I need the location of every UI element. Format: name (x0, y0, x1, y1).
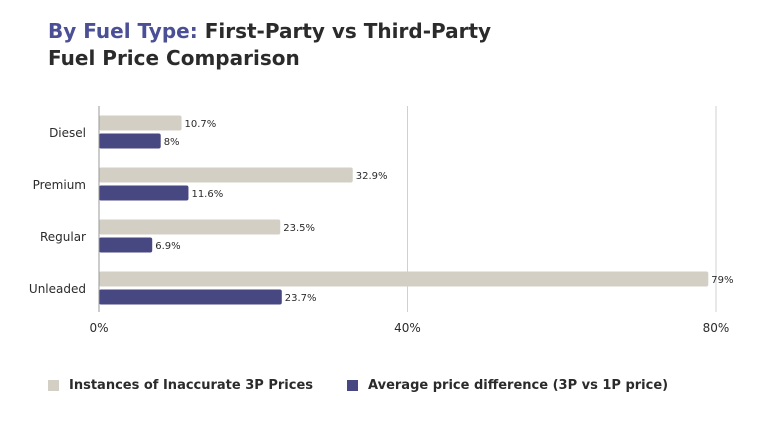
category-label: Regular (40, 230, 86, 244)
data-label: 79% (711, 275, 733, 286)
category-label: Diesel (49, 126, 86, 140)
data-label: 23.5% (283, 223, 315, 234)
legend-label-difference: Average price difference (3P vs 1P price… (368, 378, 669, 393)
legend-item-inaccurate: Instances of Inaccurate 3P Prices (48, 378, 313, 393)
bar (99, 133, 161, 149)
data-label: 10.7% (185, 119, 217, 130)
x-tick-label: 80% (703, 321, 730, 335)
data-label: 11.6% (191, 189, 223, 200)
bar (99, 271, 709, 287)
legend-label-inaccurate: Instances of Inaccurate 3P Prices (69, 378, 313, 393)
bar (99, 219, 281, 235)
data-label: 23.7% (285, 293, 317, 304)
chart-title-rest: First-Party vs Third-Party (204, 19, 492, 43)
bar (99, 289, 282, 305)
x-tick-label: 0% (89, 321, 108, 335)
legend-swatch-difference (347, 380, 358, 391)
legend-swatch-inaccurate (48, 380, 59, 391)
legend: Instances of Inaccurate 3P Prices Averag… (48, 378, 702, 393)
category-label: Unleaded (29, 282, 86, 296)
bar (99, 167, 353, 183)
bar (99, 185, 189, 201)
bar (99, 115, 182, 131)
category-label: Premium (33, 178, 86, 192)
x-tick-label: 40% (394, 321, 421, 335)
data-label: 6.9% (155, 241, 180, 252)
chart-title: By Fuel Type: First-Party vs Third-Party… (48, 18, 491, 72)
chart-title-accent: By Fuel Type: (48, 19, 198, 43)
chart-title-line2: Fuel Price Comparison (48, 46, 300, 70)
data-label: 8% (164, 137, 180, 148)
data-label: 32.9% (356, 171, 388, 182)
bar (99, 237, 153, 253)
legend-item-difference: Average price difference (3P vs 1P price… (347, 378, 668, 393)
